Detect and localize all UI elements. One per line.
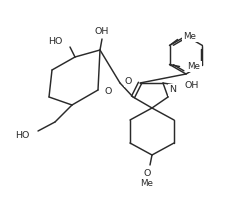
Text: O: O [143, 168, 151, 177]
Text: HO: HO [16, 131, 30, 140]
Text: O: O [105, 88, 112, 96]
Text: O: O [125, 76, 132, 85]
Text: Me: Me [141, 178, 153, 187]
Text: N: N [169, 85, 176, 95]
Text: HO: HO [49, 36, 63, 46]
Text: Me: Me [184, 32, 196, 41]
Text: OH: OH [95, 27, 109, 36]
Text: Me: Me [188, 62, 201, 71]
Text: OH: OH [185, 81, 199, 89]
